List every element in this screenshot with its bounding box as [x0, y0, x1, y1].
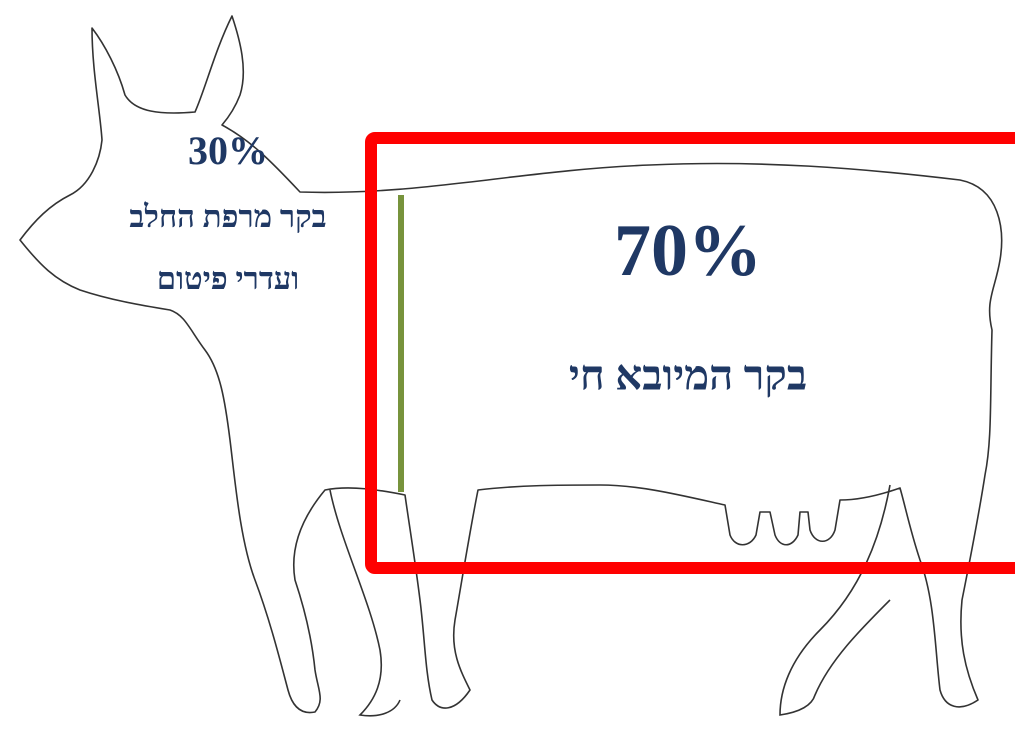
- left-line1: בקר מרפת החלב: [129, 199, 326, 234]
- left-line2: ועדרי פיטום: [157, 261, 299, 296]
- right-percent: 70%: [614, 210, 762, 292]
- cow-outline: [19, 15, 1003, 714]
- left-percent: 30%: [188, 128, 268, 173]
- right-label: בקר המיובא חי: [569, 354, 807, 400]
- cow-hind-leg: [779, 484, 891, 716]
- cow-front-leg: [329, 489, 401, 717]
- highlight-box: [365, 132, 1015, 574]
